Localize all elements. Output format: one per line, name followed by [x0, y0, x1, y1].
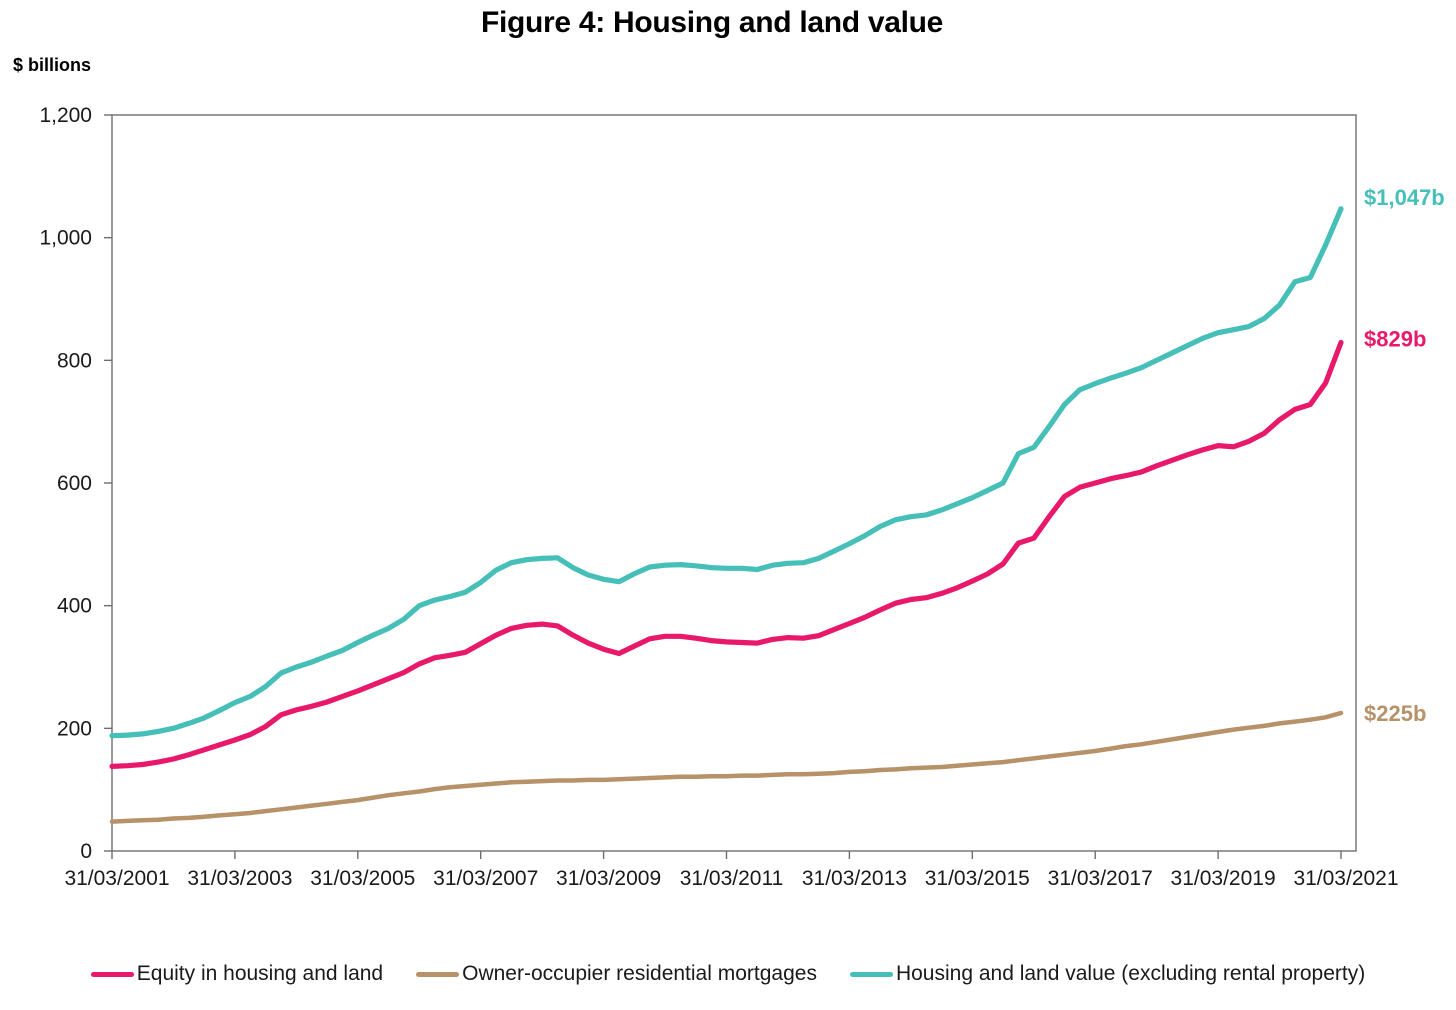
legend-swatch-housing-value — [849, 971, 893, 977]
x-axis-tick-label: 31/03/2015 — [925, 867, 1030, 890]
x-axis-tick-label: 31/03/2011 — [680, 867, 784, 890]
series-line-equity — [109, 339, 1344, 770]
series-line-housing_value — [109, 206, 1344, 739]
chart-legend: Equity in housing and land Owner-occupie… — [0, 962, 1456, 986]
y-axis-tick-label: 600 — [57, 472, 92, 495]
y-axis-tick-label: 1,200 — [39, 104, 92, 127]
chart-title: Figure 4: Housing and land value — [480, 6, 944, 39]
series-line-mortgages — [109, 710, 1344, 824]
legend-label-housing-value: Housing and land value (excluding rental… — [895, 962, 1366, 985]
legend-item-housing-value: Housing and land value (excluding rental… — [849, 962, 1366, 986]
y-axis-tick-label: 800 — [57, 349, 92, 372]
legend-label-mortgages: Owner-occupier residential mortgages — [462, 962, 817, 985]
y-axis-tick-label: 200 — [57, 717, 92, 740]
legend-item-mortgages: Owner-occupier residential mortgages — [416, 962, 817, 986]
x-axis-tick-label: 31/03/2001 — [64, 867, 169, 890]
y-axis-tick-label: 0 — [80, 840, 92, 863]
x-axis-tick-label: 31/03/2013 — [802, 867, 907, 890]
legend-label-equity: Equity in housing and land — [136, 962, 384, 985]
x-axis-tick-label: 31/03/2019 — [1171, 867, 1276, 890]
legend-item-equity: Equity in housing and land — [90, 962, 384, 986]
x-axis-tick-label: 31/03/2009 — [556, 867, 661, 890]
y-axis-unit-label: $ billions — [13, 55, 92, 75]
end-label-mortgages: $225b — [1364, 701, 1426, 726]
x-axis-tick-label: 31/03/2021 — [1293, 867, 1398, 890]
x-axis-tick-label: 31/03/2003 — [187, 867, 292, 890]
end-label-housing_value: $1,047b — [1364, 185, 1445, 210]
legend-swatch-equity — [90, 971, 134, 977]
x-axis-tick-label: 31/03/2007 — [433, 867, 538, 890]
y-axis-tick-label: 400 — [57, 595, 92, 618]
x-axis-tick-label: 31/03/2005 — [310, 867, 415, 890]
end-label-equity: $829b — [1364, 327, 1426, 352]
y-axis-tick-label: 1,000 — [39, 227, 92, 250]
x-axis-tick-label: 31/03/2017 — [1048, 867, 1153, 890]
line-chart: 0 200 400 600 800 1,000 1,200 31/03/2001 31/03/2… — [39, 104, 1445, 890]
legend-swatch-mortgages — [416, 971, 460, 977]
